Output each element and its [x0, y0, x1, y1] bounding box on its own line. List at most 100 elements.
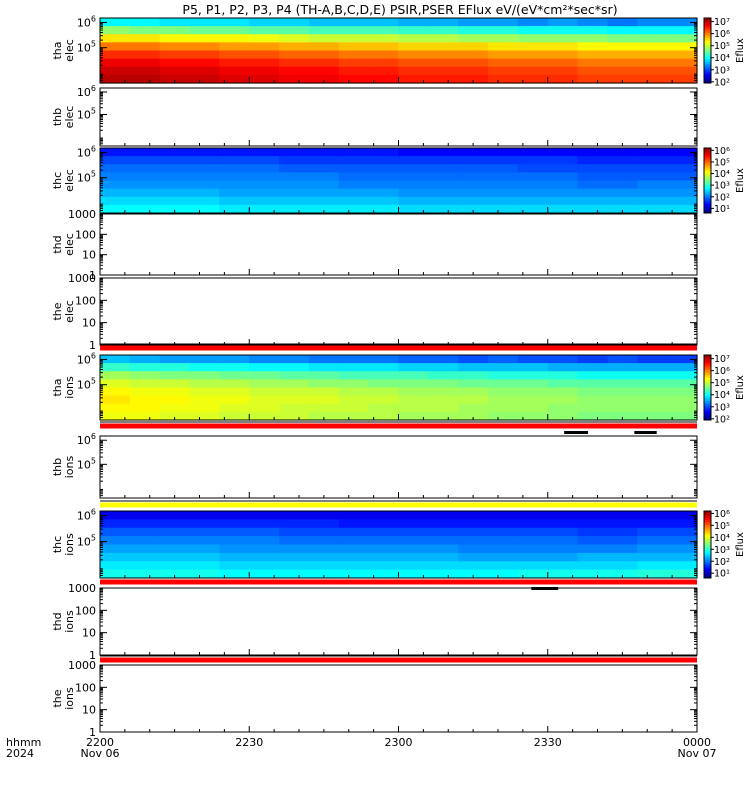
spectrogram-cell	[129, 403, 161, 413]
colorbar-segment	[704, 372, 711, 376]
spectrogram-cell	[517, 188, 579, 198]
colorbar-segment	[704, 418, 711, 421]
colorbar-segment	[704, 198, 711, 201]
spectrogram-cell	[667, 395, 698, 405]
spectrogram-cell	[249, 34, 280, 43]
spectrogram-cell	[279, 569, 340, 579]
spectrogram-cell	[338, 544, 400, 554]
spectrogram-cell	[428, 395, 459, 405]
spectrogram-cell	[607, 18, 638, 27]
spectrogram-cell	[637, 204, 698, 214]
spectrogram-cell	[219, 519, 280, 529]
spectrogram-cell	[189, 34, 220, 43]
colorbar-segment	[704, 564, 711, 567]
spectrogram-cell	[458, 387, 489, 397]
panel-stack: 10⁷10⁶10⁵10⁴10³10²Eflux106105thaelec1061…	[51, 14, 746, 739]
colorbar-tick-label: 10⁶	[714, 29, 730, 40]
spectrogram-cell	[428, 387, 459, 397]
spectrogram-cell	[607, 66, 638, 76]
spectrogram-cell	[338, 26, 370, 35]
colorbar-segment	[704, 549, 711, 552]
spectrogram-cell	[398, 569, 459, 579]
colorbar-label: Eflux	[735, 168, 746, 193]
spectrogram-cell	[607, 395, 638, 405]
spectrogram-cell	[100, 42, 131, 52]
spectrogram-cell	[458, 42, 489, 52]
spectrogram-cell	[577, 395, 609, 405]
spectrogram-cell	[308, 395, 340, 405]
spectrogram-cell	[637, 561, 698, 571]
colorbar-segment	[704, 55, 711, 58]
spectrogram-cell	[577, 196, 638, 206]
colorbar-segment	[704, 187, 711, 190]
spectrogram-cell	[129, 411, 161, 421]
spectrogram-cell	[368, 355, 400, 364]
colorbar-segment	[704, 35, 711, 39]
spectrogram-cell	[279, 148, 340, 157]
colorbar-segment	[704, 211, 711, 214]
panel-species: elec	[63, 300, 76, 323]
colorbar-segment	[704, 81, 711, 84]
spectrogram-cell	[458, 552, 519, 562]
spectrogram-cell	[517, 363, 549, 372]
spectrogram-cell	[398, 26, 429, 35]
spectrogram-cell	[100, 164, 161, 173]
spectrogram-cell	[667, 58, 698, 68]
spectrogram-cell	[338, 18, 370, 27]
spectrogram-cell	[607, 74, 638, 84]
spectrogram-cell	[279, 50, 310, 60]
colorbar-segment	[704, 569, 711, 572]
spectrogram-cell	[428, 355, 459, 364]
colorbar-tick-label: 10⁶	[714, 366, 730, 377]
spectrogram-cell	[637, 148, 698, 157]
spectrogram-cell	[100, 544, 161, 554]
spectrogram-cell	[577, 50, 609, 60]
spectrogram-cell	[308, 387, 340, 397]
colorbar-segment	[704, 415, 711, 418]
spectrogram-cell	[488, 387, 519, 397]
spectrogram-cell	[517, 355, 549, 364]
colorbar-tick-label: 10⁵	[714, 157, 730, 168]
spectrogram-cell	[458, 188, 519, 198]
spectrogram-cell	[159, 172, 220, 182]
y-tick-exponent: 6	[91, 144, 96, 153]
y-tick-exponent: 5	[91, 40, 96, 49]
spectrogram-cell	[607, 387, 638, 397]
spectrogram-cell	[547, 50, 579, 60]
x-tick-label: 2300	[385, 736, 413, 749]
colorbar-segment	[704, 355, 711, 358]
spectrogram-cell	[338, 74, 370, 84]
spectrogram-cell	[219, 58, 250, 68]
x-date-label-end: Nov 07	[678, 747, 717, 760]
colorbar-segment	[704, 34, 711, 37]
spectrogram-cell	[129, 355, 161, 364]
colorbar-label: Eflux	[735, 532, 746, 557]
spectrogram-cell	[219, 371, 250, 380]
colorbar-segment	[704, 65, 711, 68]
spectrogram-cell	[279, 395, 310, 405]
spectrogram-cell	[458, 511, 519, 520]
spectrogram-cell	[488, 379, 519, 389]
y-tick-base: 10	[77, 510, 91, 523]
colorbar-segment	[704, 366, 711, 369]
colorbar-tick-label: 10²	[714, 557, 730, 568]
spectrogram-cell	[517, 371, 549, 380]
panel-probe: thd	[51, 235, 64, 253]
colorbar-tick-label: 10¹	[714, 204, 730, 215]
spectrogram-cell	[159, 26, 191, 35]
spectrogram-cell	[607, 34, 638, 43]
colorbar-segment	[704, 22, 711, 26]
panel-probe: thb	[51, 458, 64, 476]
colorbar-segment	[704, 552, 711, 556]
spectrogram-cell	[488, 26, 519, 35]
spectrogram-cell	[249, 355, 280, 364]
status-bar-red	[100, 345, 697, 351]
spectrogram-cell	[667, 50, 698, 60]
spectrogram-cell	[637, 519, 698, 529]
spectrogram-cell	[517, 26, 549, 35]
spectrogram-cell	[100, 18, 131, 27]
colorbar-segment	[704, 413, 711, 416]
spectrogram-cell	[637, 196, 698, 206]
spectrogram-cell	[517, 511, 579, 520]
colorbar-frame	[703, 147, 712, 214]
